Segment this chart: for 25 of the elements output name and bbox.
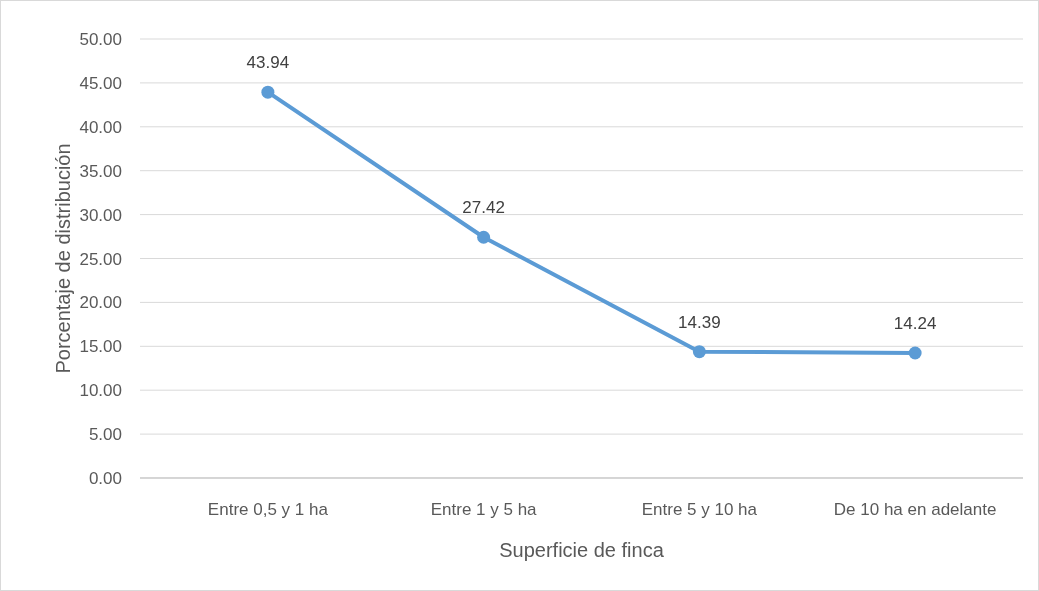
y-tick-label: 50.00 (79, 30, 122, 49)
data-label: 27.42 (462, 198, 505, 218)
point (261, 85, 275, 99)
y-tick-label: 45.00 (79, 73, 122, 93)
data-label: 14.39 (678, 312, 721, 332)
point (477, 230, 491, 244)
x-tick-label: Entre 0,5 y 1 ha (207, 500, 329, 519)
data-label: 14.24 (893, 313, 937, 333)
y-tick-label: 10.00 (79, 381, 122, 401)
x-tick-label: Entre 1 y 5 ha (430, 500, 538, 519)
y-axis-title: Porcentaje de distribución (52, 143, 74, 374)
y-tick-label: 5.00 (88, 425, 122, 445)
y-tick-label: 20.00 (79, 293, 122, 313)
point (908, 346, 922, 360)
y-tick-label: 25.00 (79, 249, 122, 269)
x-axis-title: Superficie de finca (499, 539, 665, 561)
data-label: 43.94 (246, 53, 290, 73)
x-tick-label: De 10 ha en adelante (833, 500, 997, 519)
x-tick-label: Entre 5 y 10 ha (641, 500, 758, 519)
point (692, 345, 706, 359)
y-tick-label: 35.00 (79, 161, 122, 181)
y-tick-label: 0.00 (88, 469, 122, 488)
y-tick-label: 40.00 (79, 117, 122, 137)
y-tick-label: 15.00 (79, 337, 122, 357)
y-tick-label: 30.00 (79, 205, 122, 225)
